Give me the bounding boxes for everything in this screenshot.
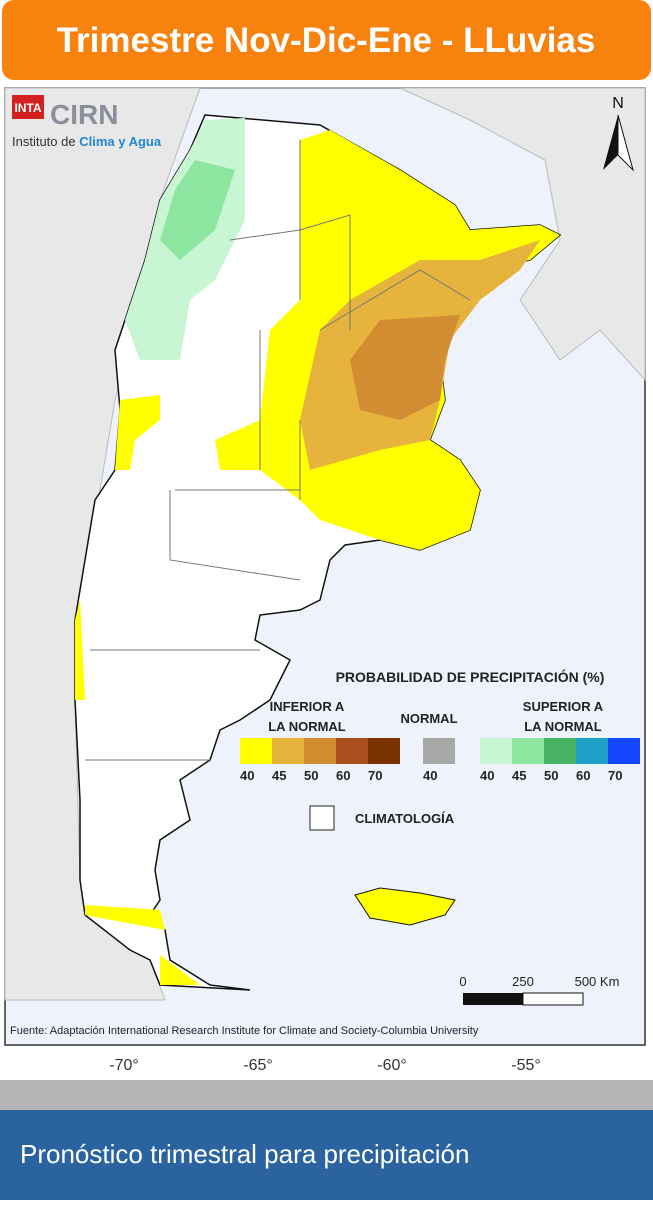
climatology-label: CLIMATOLOGÍA [355, 811, 455, 826]
logo-cirn: CIRN [50, 99, 118, 130]
legend-swatch [544, 738, 576, 764]
legend-swatch [512, 738, 544, 764]
legend-group-label: SUPERIOR A [523, 699, 604, 714]
legend-swatch [304, 738, 336, 764]
legend-swatch [336, 738, 368, 764]
scale-label: 250 [512, 974, 534, 989]
scale-label: 500 Km [575, 974, 620, 989]
north-arrow-right [617, 114, 634, 172]
longitude-label: -70° [109, 1057, 139, 1074]
logo-institute: Instituto de Clima y Agua [12, 134, 162, 149]
legend-swatch [272, 738, 304, 764]
header-title: Trimestre Nov-Dic-Ene - LLuvias [57, 21, 596, 60]
logo-inta: INTA [14, 101, 41, 115]
legend-value: 60 [576, 768, 590, 783]
scale-black [463, 993, 523, 1005]
footer-bar [0, 1110, 653, 1200]
longitude-label: -65° [243, 1057, 273, 1074]
climatology-swatch [309, 805, 335, 831]
legend-value: 40 [480, 768, 494, 783]
footer-text: Pronóstico trimestral para precipitación [20, 1139, 469, 1169]
legend-group-label: INFERIOR A [270, 699, 345, 714]
legend-swatch [240, 738, 272, 764]
legend-value: 50 [544, 768, 558, 783]
legend-title: PROBABILIDAD DE PRECIPITACIÓN (%) [336, 668, 605, 685]
logo-highlight: Clima y Agua [79, 134, 162, 149]
legend-swatch [480, 738, 512, 764]
legend-group-label: LA NORMAL [524, 719, 602, 734]
legend: INFERIOR A LA NORMAL 40 45 50 60 70 NORMAL 40 SUP… [240, 699, 640, 783]
legend-swatch [608, 738, 640, 764]
scale-label: 0 [459, 974, 466, 989]
legend-value: 70 [608, 768, 622, 783]
source: Fuente: Adaptación International Researc… [10, 1025, 479, 1037]
legend-value: 70 [368, 768, 382, 783]
region-above-45 [160, 160, 235, 260]
logo-inta-box [12, 95, 44, 119]
separator-bar [0, 1080, 653, 1110]
legend-value: 45 [272, 768, 286, 783]
legend-value: 40 [423, 768, 437, 783]
north-arrow-left [603, 115, 618, 170]
legend-group-label: LA NORMAL [268, 719, 346, 734]
legend-swatch [423, 738, 455, 764]
longitude-label: -60° [377, 1057, 407, 1074]
islands [354, 887, 456, 926]
legend-value: 45 [512, 768, 526, 783]
longitude-label: -55° [511, 1057, 541, 1074]
legend-swatch [368, 738, 400, 764]
north-label: N [612, 95, 624, 112]
legend-group-label: NORMAL [400, 711, 457, 726]
province-borders [85, 140, 471, 761]
scale-white [522, 992, 584, 1006]
legend-value: 40 [240, 768, 254, 783]
legend-swatch [576, 738, 608, 764]
logo-institute-text: Instituto de [12, 134, 76, 149]
region-below-50 [350, 315, 460, 420]
header-bar [2, 0, 651, 80]
legend-value: 50 [304, 768, 318, 783]
legend-value: 60 [336, 768, 350, 783]
